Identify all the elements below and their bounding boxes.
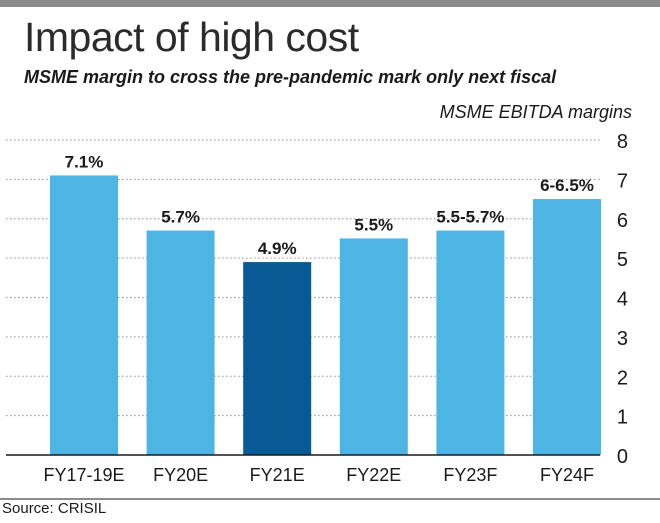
y-tick-label: 0 (617, 446, 628, 468)
x-tick-label: FY22E (346, 465, 401, 485)
y-axis-label: MSME EBITDA margins (439, 102, 632, 122)
chart-title: Impact of high cost (24, 14, 359, 60)
data-label: 5.7% (161, 208, 200, 227)
bar (436, 230, 505, 455)
y-tick-label: 6 (617, 210, 628, 232)
data-label: 7.1% (65, 152, 104, 171)
x-tick-label: FY23F (443, 465, 497, 485)
chart-subtitle: MSME margin to cross the pre-pandemic ma… (24, 67, 557, 87)
data-label: 5.5% (354, 215, 393, 234)
y-tick-label: 7 (617, 170, 628, 192)
x-tick-label: FY21E (250, 465, 305, 485)
x-tick-label: FY17-19E (43, 465, 124, 485)
source-note: Source: CRISIL (2, 500, 107, 517)
bar (243, 262, 312, 455)
bar (533, 199, 601, 455)
data-label: 5.5-5.7% (436, 208, 504, 227)
bar (50, 175, 118, 455)
bar (146, 230, 215, 455)
y-tick-label: 8 (617, 131, 628, 153)
x-tick-label: FY24F (540, 465, 594, 485)
bar (339, 238, 408, 455)
data-label: 6-6.5% (540, 176, 594, 195)
top-accent-bar (0, 0, 660, 7)
y-tick-label: 5 (617, 249, 628, 271)
x-tick-label: FY20E (153, 465, 208, 485)
y-tick-label: 4 (617, 289, 628, 311)
data-label: 4.9% (258, 239, 297, 258)
y-tick-label: 2 (617, 367, 628, 389)
y-tick-label: 3 (617, 328, 628, 350)
y-tick-label: 1 (617, 407, 628, 429)
